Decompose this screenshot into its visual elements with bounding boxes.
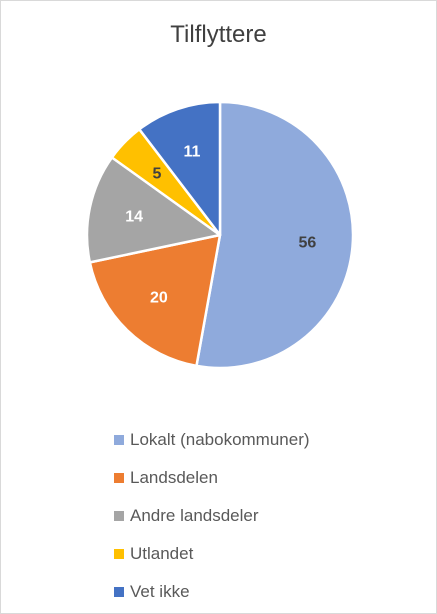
pie-slice-vet-ikke xyxy=(138,100,222,237)
data-label-andre-landsdeler: 14 xyxy=(125,208,143,225)
pie-slice-landsdelen xyxy=(88,233,222,368)
legend-swatch xyxy=(114,435,124,445)
legend-label: Andre landsdeler xyxy=(130,506,259,525)
legend-swatch xyxy=(114,549,124,559)
pie-chart: 56 20 14 5 11 xyxy=(85,100,355,370)
legend-swatch xyxy=(114,587,124,597)
legend-swatch xyxy=(114,473,124,483)
data-label-landsdelen: 20 xyxy=(150,290,168,307)
data-label-vet-ikke: 11 xyxy=(183,143,200,160)
data-label-utlandet: 5 xyxy=(153,165,162,182)
legend: Lokalt (nabokommuner) Landsdelen Andre lan… xyxy=(114,421,310,611)
data-label-lokalt-nabokommuner: 56 xyxy=(299,234,317,251)
legend-item-landsdelen: Landsdelen xyxy=(114,459,310,497)
legend-item-andre-landsdeler: Andre landsdeler xyxy=(114,497,310,535)
legend-label: Vet ikke xyxy=(130,582,190,601)
legend-item-vet-ikke: Vet ikke xyxy=(114,573,310,611)
legend-item-lokalt-nabokommuner: Lokalt (nabokommuner) xyxy=(114,421,310,459)
legend-label: Utlandet xyxy=(130,544,194,563)
legend-swatch xyxy=(114,511,124,521)
pie-slice-andre-landsdeler xyxy=(85,156,222,264)
legend-label: Landsdelen xyxy=(130,468,218,487)
legend-label: Lokalt (nabokommuner) xyxy=(130,430,310,449)
chart-title: Tilflyttere xyxy=(170,21,267,48)
legend-item-utlandet: Utlandet xyxy=(114,535,310,573)
pie-slice-lokalt-nabokommuner xyxy=(195,100,355,370)
